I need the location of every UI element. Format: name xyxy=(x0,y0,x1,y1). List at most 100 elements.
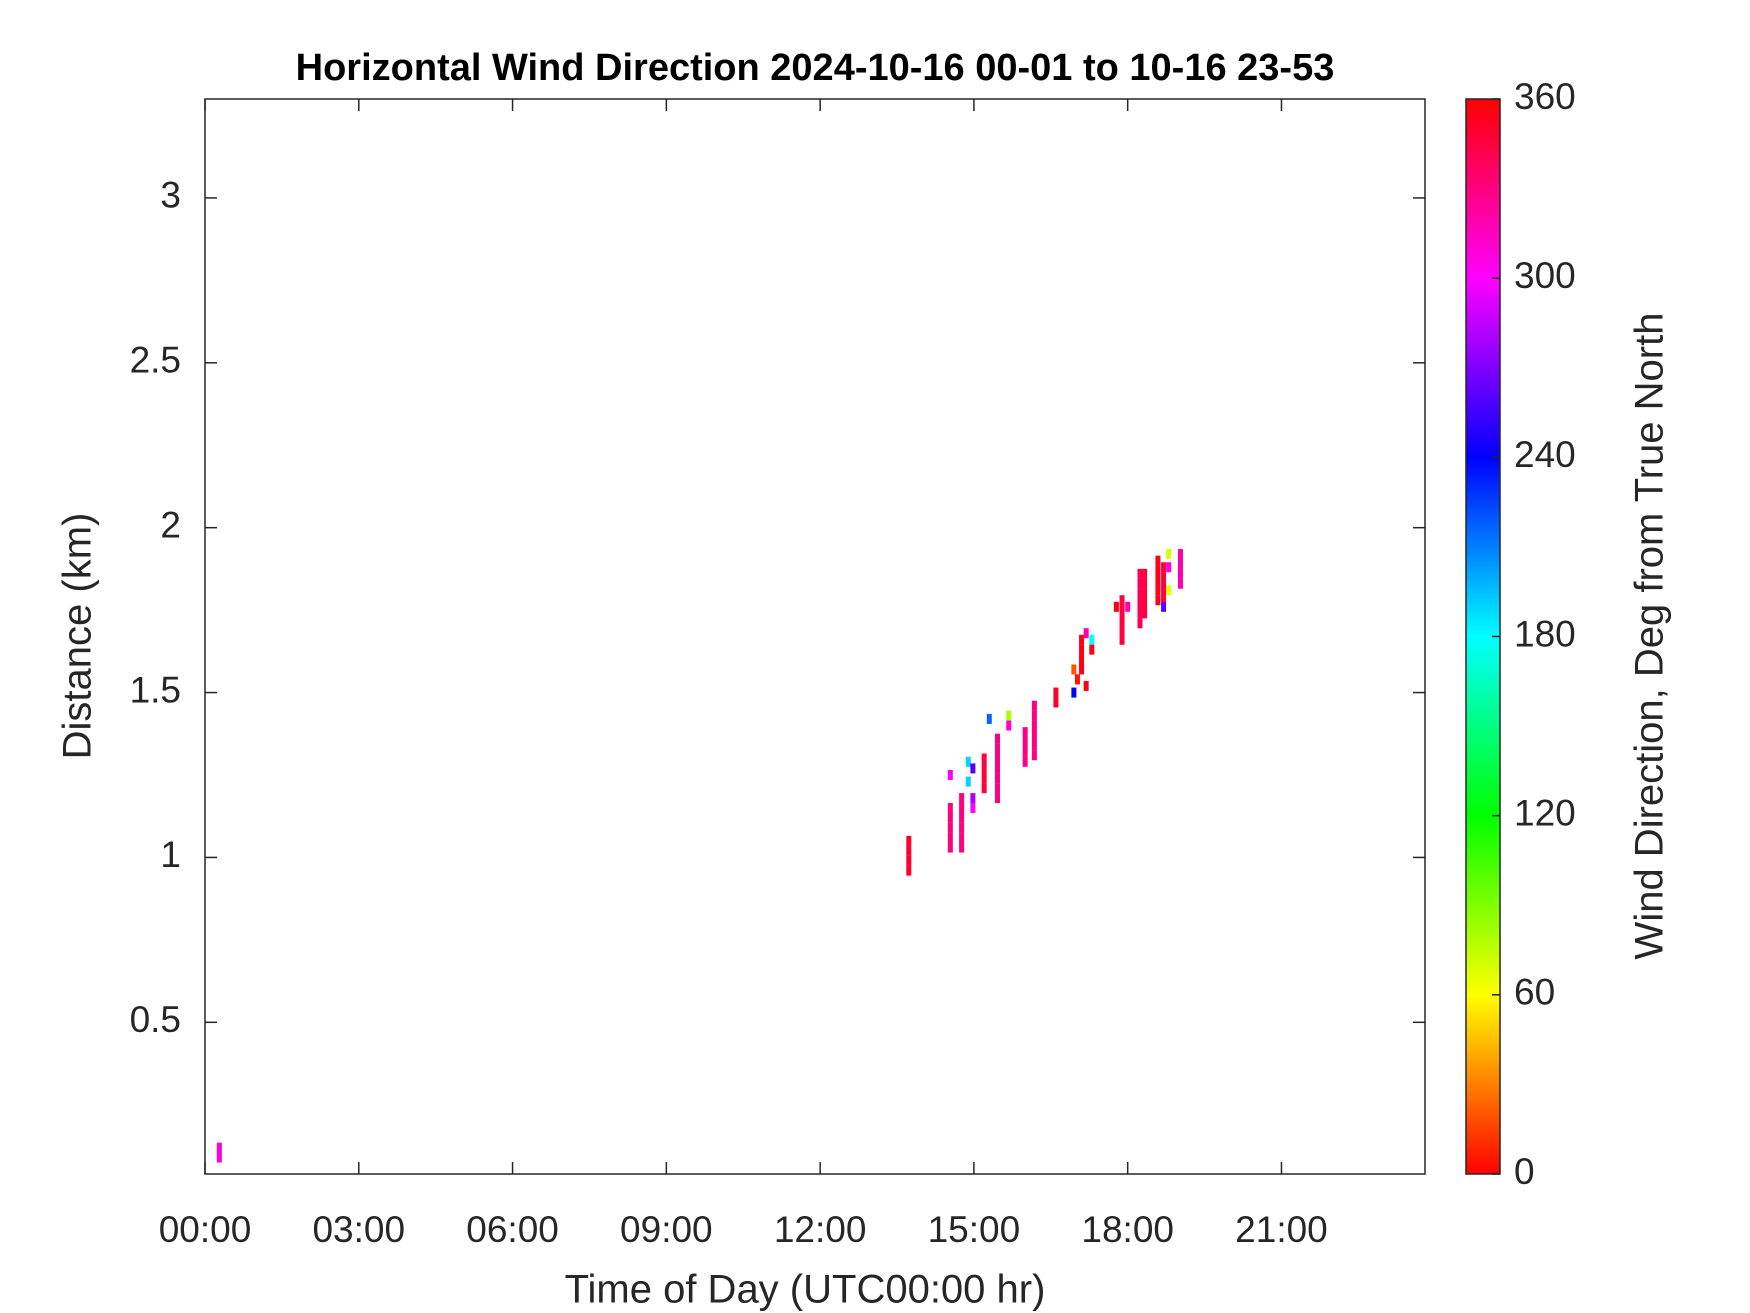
cell xyxy=(1161,601,1167,612)
cell xyxy=(906,845,912,856)
cell xyxy=(1177,568,1183,579)
x-tick-label: 06:00 xyxy=(466,1209,559,1250)
cell xyxy=(1074,674,1080,685)
y-tick-label: 2 xyxy=(160,504,181,545)
colorbar-tick-label: 60 xyxy=(1514,972,1555,1013)
cell xyxy=(1161,582,1167,593)
colorbar-tick-label: 0 xyxy=(1514,1151,1535,1192)
cell xyxy=(1089,644,1095,655)
cell xyxy=(1177,558,1183,569)
cell xyxy=(947,812,953,823)
colorbar-tick-label: 300 xyxy=(1514,255,1576,296)
cell xyxy=(1119,615,1125,626)
cell xyxy=(947,822,953,833)
cell xyxy=(1022,746,1028,757)
colorbar-label: Wind Direction, Deg from True North xyxy=(1628,313,1672,960)
cell xyxy=(1053,697,1059,708)
cell xyxy=(1053,687,1059,698)
cell xyxy=(994,763,1000,774)
cell xyxy=(981,783,987,794)
x-tick-label: 15:00 xyxy=(928,1209,1021,1250)
cell xyxy=(1079,664,1085,675)
cell xyxy=(1137,598,1143,609)
cell xyxy=(1079,634,1085,645)
cell xyxy=(1142,578,1148,589)
cell xyxy=(959,842,965,853)
colorbar-tick-label: 240 xyxy=(1514,434,1576,475)
cell xyxy=(1022,727,1028,738)
cell xyxy=(1161,562,1167,573)
cell xyxy=(1031,750,1037,761)
cell xyxy=(959,793,965,804)
cell xyxy=(970,763,976,774)
cell xyxy=(1125,601,1131,612)
y-tick-label: 1.5 xyxy=(130,669,181,710)
cell xyxy=(1142,568,1148,579)
cell xyxy=(1161,572,1167,583)
cell xyxy=(947,842,953,853)
cell xyxy=(986,713,992,724)
cell xyxy=(994,773,1000,784)
cell xyxy=(1083,628,1089,639)
colorbar-tick-label: 360 xyxy=(1514,76,1576,117)
cell xyxy=(1022,756,1028,767)
cell xyxy=(1166,585,1172,596)
cell xyxy=(994,753,1000,764)
cell xyxy=(1031,700,1037,711)
cell xyxy=(1071,687,1077,698)
cell xyxy=(947,802,953,813)
cell xyxy=(970,793,976,804)
y-axis-label: Distance (km) xyxy=(56,513,100,760)
cell xyxy=(959,802,965,813)
cell xyxy=(1137,568,1143,579)
y-tick-label: 2.5 xyxy=(130,340,181,381)
x-axis-label: Time of Day (UTC00:00 hr) xyxy=(565,1268,1046,1312)
cell xyxy=(1155,555,1161,566)
cell xyxy=(1083,680,1089,691)
cell xyxy=(906,855,912,866)
cell xyxy=(1031,720,1037,731)
x-tick-label: 21:00 xyxy=(1235,1209,1328,1250)
cell xyxy=(216,1152,222,1163)
cell xyxy=(1079,644,1085,655)
cell xyxy=(1006,720,1012,731)
cell xyxy=(906,865,912,876)
cell xyxy=(947,769,953,780)
x-tick-label: 18:00 xyxy=(1081,1209,1174,1250)
cell xyxy=(994,743,1000,754)
cell xyxy=(959,832,965,843)
cell xyxy=(1155,575,1161,586)
y-tick-label: 3 xyxy=(160,175,181,216)
cell xyxy=(1031,710,1037,721)
y-tick-label: 0.5 xyxy=(130,999,181,1040)
cell xyxy=(994,783,1000,794)
cell xyxy=(1137,588,1143,599)
chart-title: Horizontal Wind Direction 2024-10-16 00-… xyxy=(296,47,1335,89)
cell xyxy=(1142,608,1148,619)
cell xyxy=(906,835,912,846)
plot-frame xyxy=(204,98,1426,1175)
cell xyxy=(1155,565,1161,576)
cell xyxy=(981,773,987,784)
colorbar-tick-label: 180 xyxy=(1514,613,1576,654)
cell xyxy=(1113,601,1119,612)
colorbar-tick-label: 120 xyxy=(1514,792,1576,833)
cell xyxy=(1166,562,1172,573)
cell xyxy=(1137,608,1143,619)
cell xyxy=(1177,549,1183,560)
cell xyxy=(216,1142,222,1153)
cell xyxy=(1031,730,1037,741)
x-tick-label: 03:00 xyxy=(312,1209,405,1250)
x-tick-label: 00:00 xyxy=(159,1209,252,1250)
cell xyxy=(1155,585,1161,596)
cell xyxy=(1089,634,1095,645)
cell xyxy=(1031,740,1037,751)
cell xyxy=(965,756,971,767)
cell xyxy=(994,793,1000,804)
cell xyxy=(1142,598,1148,609)
cell xyxy=(1079,654,1085,665)
cell xyxy=(1022,737,1028,748)
